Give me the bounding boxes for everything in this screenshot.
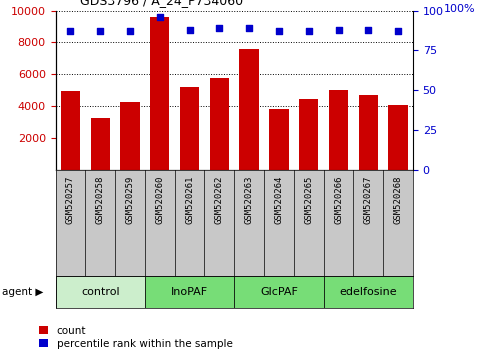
Text: GlcPAF: GlcPAF	[260, 287, 298, 297]
Point	[126, 28, 134, 34]
Bar	[120, 102, 140, 170]
Bar	[388, 104, 408, 170]
Text: agent ▶: agent ▶	[2, 287, 44, 297]
Text: edelfosine: edelfosine	[340, 287, 397, 297]
Point	[245, 25, 253, 31]
Point	[394, 28, 402, 34]
Point	[215, 25, 223, 31]
Bar	[61, 91, 80, 170]
Bar	[358, 95, 378, 170]
Point	[97, 28, 104, 34]
Bar	[150, 17, 170, 170]
Text: GSM520265: GSM520265	[304, 175, 313, 224]
Text: GSM520264: GSM520264	[274, 175, 284, 224]
Bar	[329, 90, 348, 170]
Text: GDS3796 / A_24_P734060: GDS3796 / A_24_P734060	[80, 0, 243, 7]
Text: GSM520262: GSM520262	[215, 175, 224, 224]
Text: GSM520258: GSM520258	[96, 175, 105, 224]
Bar	[210, 78, 229, 170]
Bar	[56, 276, 145, 308]
Bar	[90, 118, 110, 170]
Bar	[324, 276, 413, 308]
Text: GSM520259: GSM520259	[126, 175, 134, 224]
Text: control: control	[81, 287, 119, 297]
Y-axis label: 100%: 100%	[443, 4, 475, 14]
Text: GSM520263: GSM520263	[245, 175, 254, 224]
Point	[156, 14, 164, 20]
Bar	[269, 109, 289, 170]
Text: GSM520261: GSM520261	[185, 175, 194, 224]
Point	[305, 28, 313, 34]
Bar	[240, 49, 259, 170]
Bar	[145, 276, 234, 308]
Text: GSM520257: GSM520257	[66, 175, 75, 224]
Text: GSM520268: GSM520268	[394, 175, 402, 224]
Bar	[234, 276, 324, 308]
Text: GSM520260: GSM520260	[156, 175, 164, 224]
Point	[185, 27, 193, 33]
Text: GSM520267: GSM520267	[364, 175, 373, 224]
Bar	[180, 87, 199, 170]
Bar	[299, 99, 318, 170]
Legend: count, percentile rank within the sample: count, percentile rank within the sample	[39, 326, 233, 349]
Point	[67, 28, 74, 34]
Text: GSM520266: GSM520266	[334, 175, 343, 224]
Point	[275, 28, 283, 34]
Point	[335, 27, 342, 33]
Text: InoPAF: InoPAF	[171, 287, 208, 297]
Point	[364, 27, 372, 33]
